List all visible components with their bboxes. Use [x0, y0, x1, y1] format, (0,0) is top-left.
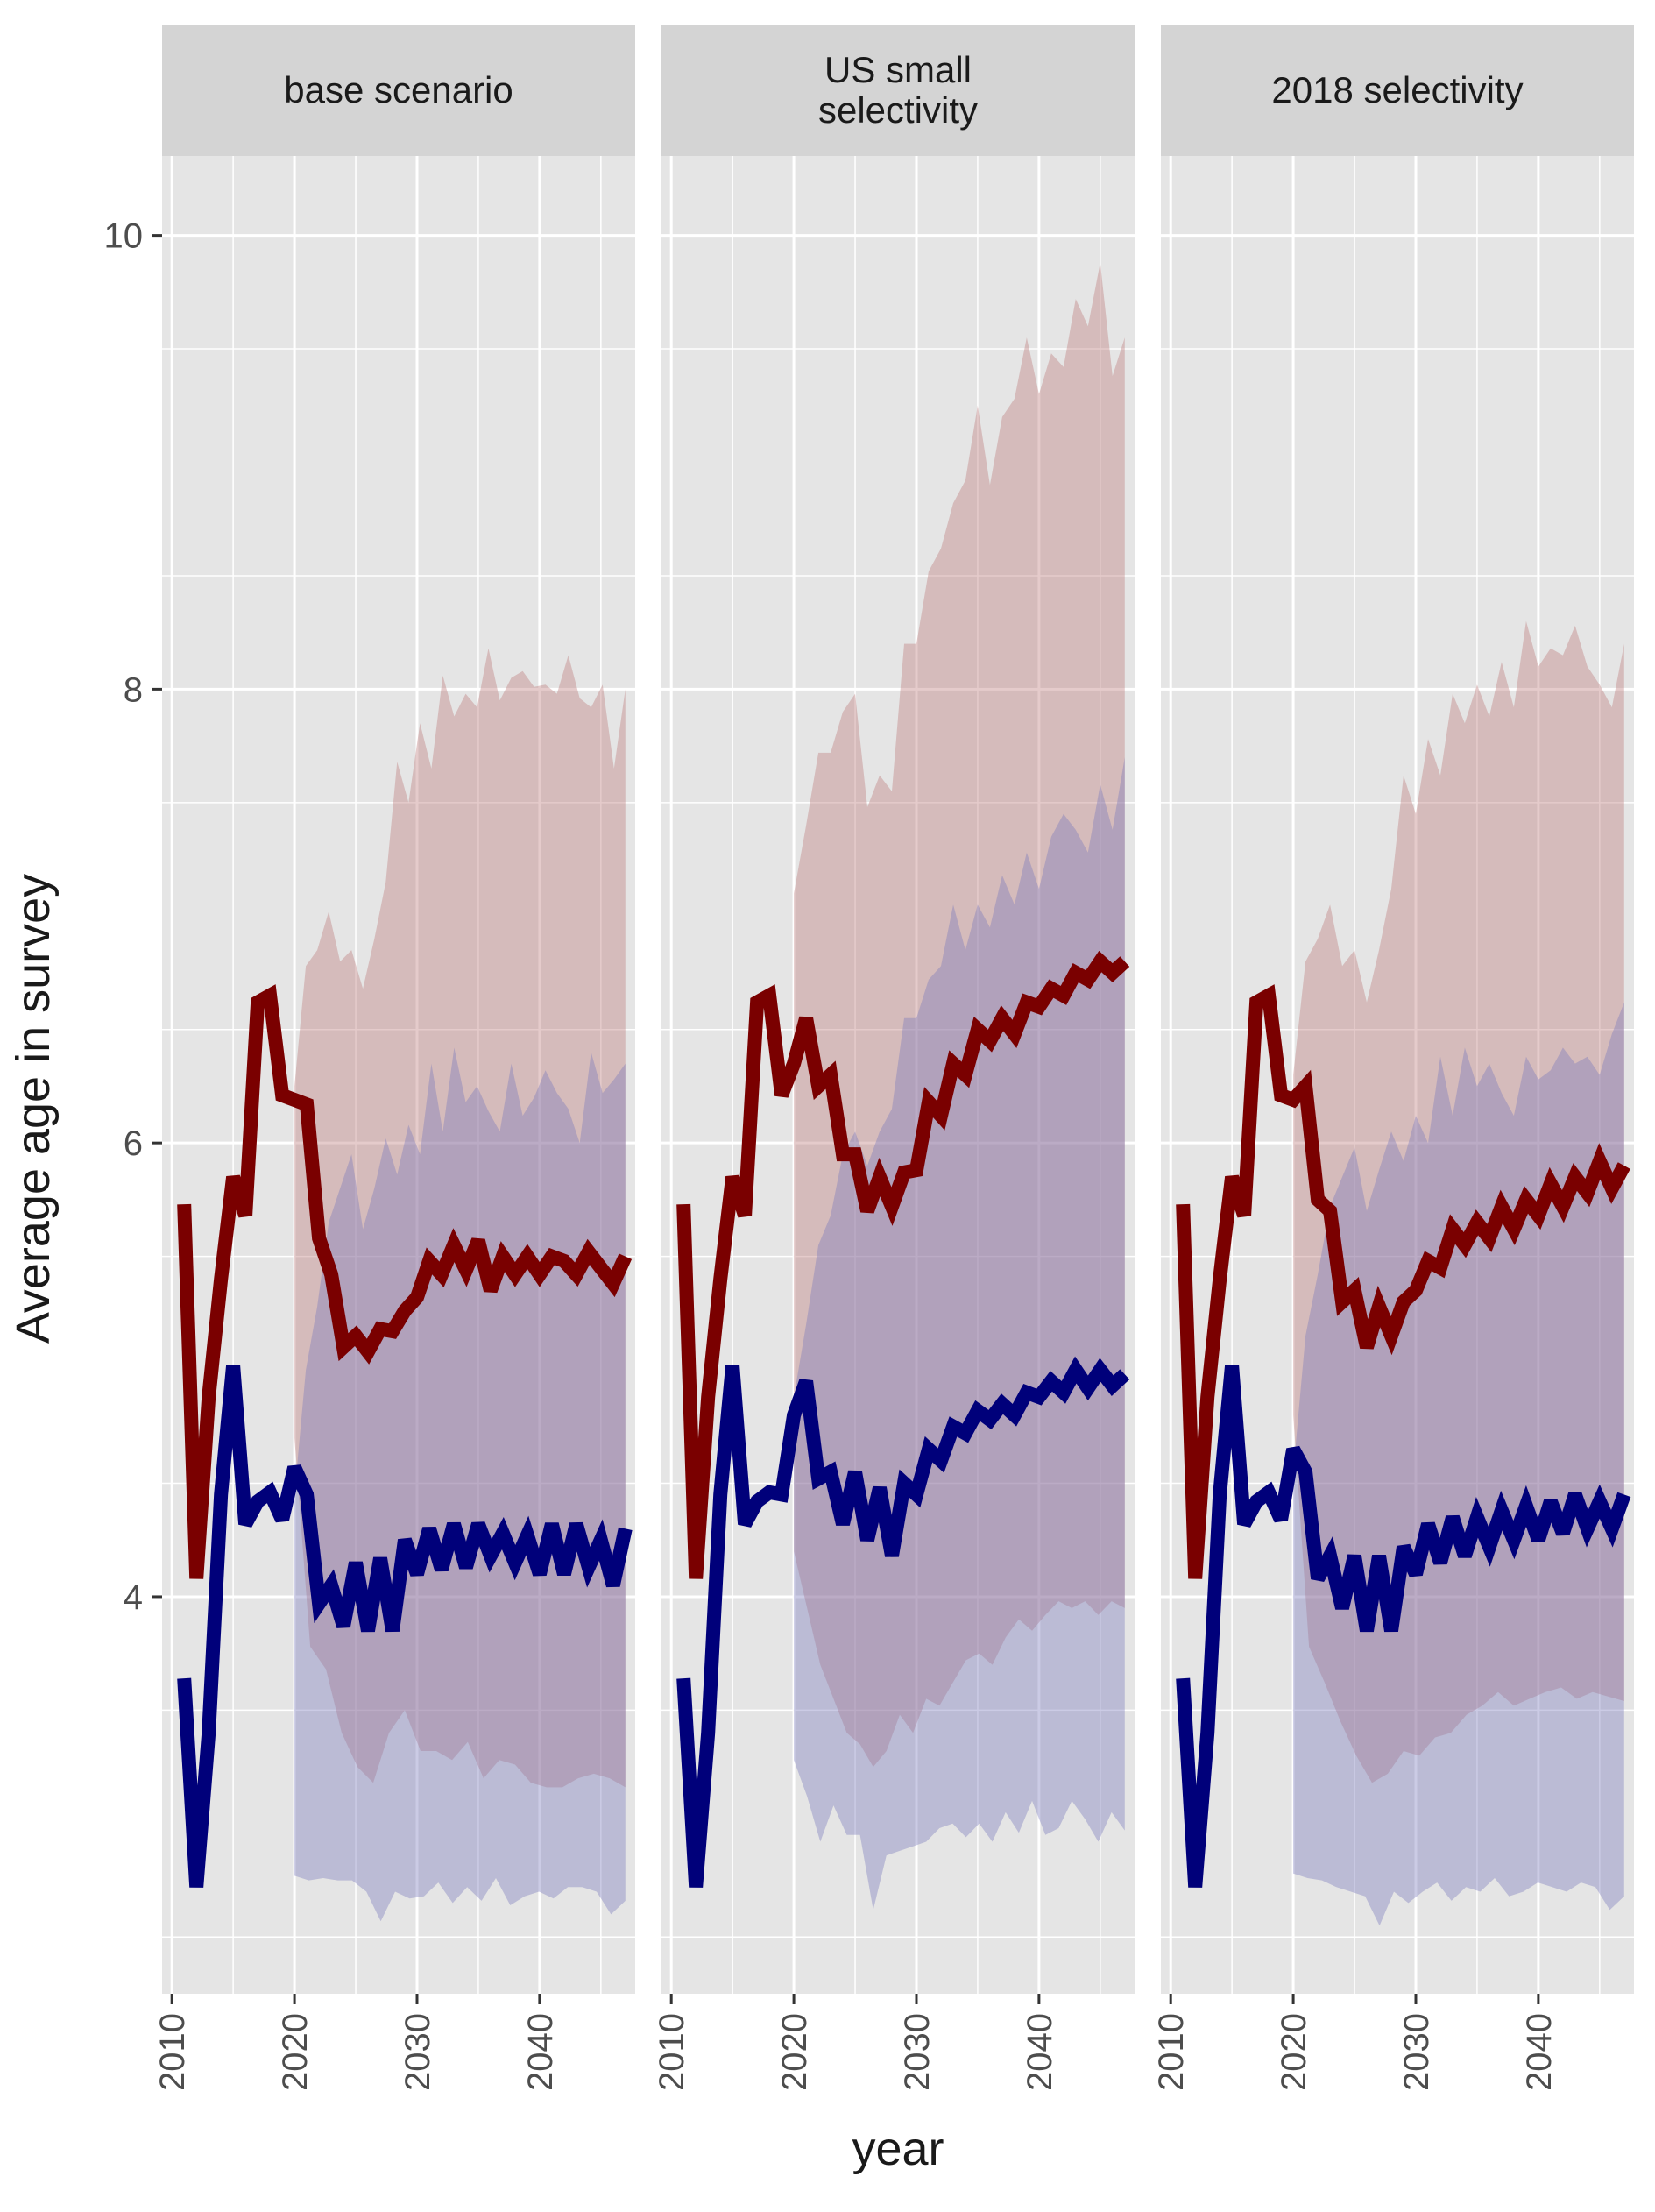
facet-strip-title: selectivity — [818, 89, 978, 131]
red-median-line — [676, 950, 1130, 1579]
red-uncertainty-band — [1293, 620, 1624, 1783]
y-axis: 4 6 8 10 — [104, 217, 162, 1617]
facet-strip-title: US small — [824, 49, 972, 90]
x-tick-label: 2030 — [898, 2013, 937, 2091]
x-tick-label: 2010 — [653, 2013, 691, 2091]
plot-background — [661, 156, 1135, 1994]
blue-uncertainty-band — [1293, 1002, 1624, 1926]
y-tick-label: 6 — [124, 1124, 143, 1163]
x-tick-label: 2020 — [276, 2013, 315, 2091]
red-uncertainty-band — [294, 648, 626, 1788]
x-tick-label: 2030 — [1397, 2013, 1436, 2091]
red-median-line — [177, 984, 633, 1579]
facet-strip-title: 2018 selectivity — [1271, 69, 1523, 110]
plot-background — [1161, 156, 1634, 1994]
facet-panel: 2018 selectivity 2010 2020 2030 2040 — [1152, 25, 1634, 2091]
x-tick-label: 2040 — [1021, 2013, 1059, 2091]
facet-strip — [1161, 25, 1634, 156]
x-tick-label: 2010 — [153, 2013, 192, 2091]
facet-panel: base scenario 2010 2020 2030 2040 — [153, 25, 635, 2091]
x-tick-label: 2020 — [775, 2013, 814, 2091]
red-median-line — [1176, 984, 1630, 1579]
plot-background — [162, 156, 635, 1994]
blue-median-line — [1176, 1365, 1631, 1888]
x-tick-label: 2040 — [1520, 2013, 1559, 2091]
blue-uncertainty-band — [294, 1047, 626, 1922]
x-tick-label: 2020 — [1275, 2013, 1313, 2091]
y-tick-label: 4 — [124, 1578, 143, 1617]
facet-strip-title: base scenario — [284, 69, 513, 110]
y-tick-label: 10 — [104, 217, 144, 256]
x-tick-label: 2010 — [1152, 2013, 1191, 2091]
x-tick-label: 2040 — [521, 2013, 560, 2091]
blue-median-line — [177, 1365, 633, 1888]
x-axis-title: year — [852, 2123, 944, 2175]
blue-uncertainty-band — [794, 757, 1125, 1911]
y-tick-label: 8 — [124, 670, 143, 709]
x-tick-label: 2030 — [399, 2013, 437, 2091]
facet-strip — [162, 25, 635, 156]
blue-median-line — [676, 1356, 1130, 1888]
y-axis-title: Average age in survey — [7, 874, 60, 1344]
facet-strip — [661, 25, 1135, 156]
